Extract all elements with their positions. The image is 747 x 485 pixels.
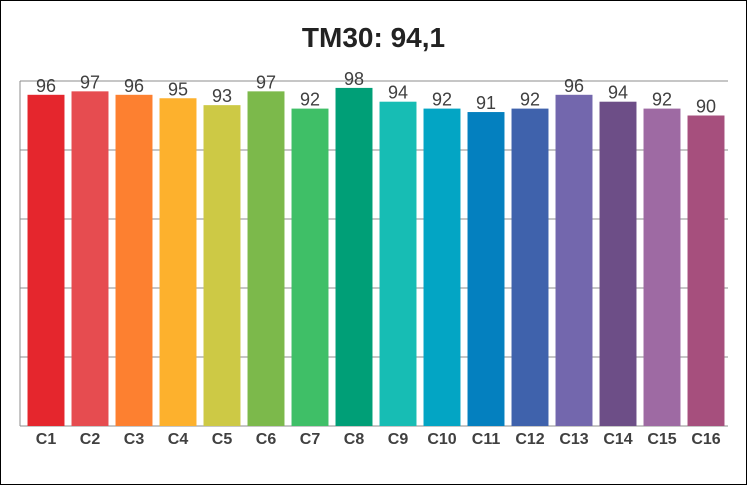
bar-c16 (687, 115, 725, 426)
bar-c11 (467, 112, 505, 427)
bar-c4 (159, 98, 197, 426)
bar-c5 (203, 105, 241, 427)
bar-c7 (291, 108, 329, 426)
category-label-c12: C12 (515, 431, 544, 448)
bar-c15 (643, 108, 681, 426)
category-label-c1: C1 (36, 431, 57, 448)
bar-c6 (247, 91, 285, 426)
category-label-c16: C16 (691, 431, 720, 448)
bar-c14 (599, 101, 637, 426)
category-label-c5: C5 (212, 431, 233, 448)
bars (27, 87, 725, 427)
bar-c1 (27, 94, 65, 427)
value-label-c8: 98 (344, 69, 364, 89)
bar-c13 (555, 94, 593, 427)
category-label-c7: C7 (300, 431, 321, 448)
bar-c8 (335, 87, 373, 427)
value-labels: 96 97 96 95 93 97 92 98 94 92 91 92 96 94 92 90 (36, 69, 716, 117)
value-label-c10: 92 (432, 90, 452, 110)
category-label-c9: C9 (388, 431, 409, 448)
value-label-c11: 91 (476, 93, 496, 113)
value-label-c7: 92 (300, 90, 320, 110)
category-label-c2: C2 (80, 431, 101, 448)
category-label-c8: C8 (344, 431, 365, 448)
value-label-c13: 96 (564, 76, 584, 96)
bar-c10 (423, 108, 461, 426)
bar-c9 (379, 101, 417, 426)
value-label-c14: 94 (608, 83, 628, 103)
category-labels: C1 C2 C3 C4 C5 C6 C7 C8 C9 C10 C11 C12 C13 C14 C15 C16 (36, 431, 721, 448)
value-label-c16: 90 (696, 97, 716, 117)
category-label-c13: C13 (559, 431, 588, 448)
category-label-c6: C6 (256, 431, 277, 448)
value-label-c9: 94 (388, 83, 408, 103)
value-label-c4: 95 (168, 79, 188, 99)
value-label-c5: 93 (212, 86, 232, 106)
value-label-c1: 96 (36, 76, 56, 96)
value-label-c15: 92 (652, 90, 672, 110)
value-label-c2: 97 (80, 72, 100, 92)
bar-c3 (115, 94, 153, 427)
value-label-c3: 96 (124, 76, 144, 96)
chart-title: TM30: 94,1 (301, 22, 446, 53)
category-label-c14: C14 (603, 431, 632, 448)
category-label-c3: C3 (124, 431, 145, 448)
category-label-c10: C10 (427, 431, 456, 448)
bar-c12 (511, 108, 549, 426)
value-label-c12: 92 (520, 90, 540, 110)
category-label-c4: C4 (168, 431, 189, 448)
bar-c2 (71, 91, 109, 426)
value-label-c6: 97 (256, 72, 276, 92)
category-label-c15: C15 (647, 431, 676, 448)
category-label-c11: C11 (472, 431, 501, 448)
